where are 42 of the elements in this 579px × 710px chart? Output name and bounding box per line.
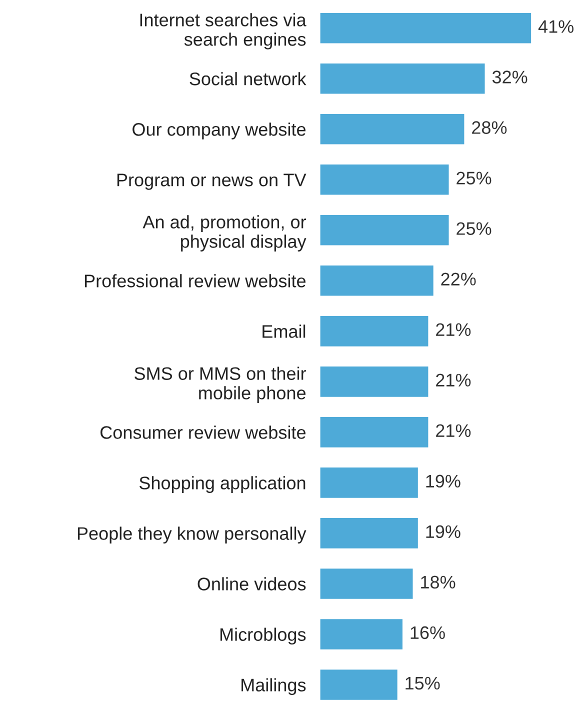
data-label: 21%	[436, 323, 471, 336]
y-tick-label: Email	[262, 324, 306, 338]
data-label: 21%	[436, 374, 471, 386]
y-tick-label: Professional review website	[85, 274, 306, 288]
bar	[320, 670, 398, 700]
bar	[320, 568, 413, 599]
bar	[320, 468, 418, 498]
bar	[320, 266, 434, 296]
data-label: 15%	[406, 676, 440, 690]
bar	[320, 619, 402, 650]
y-tick-label: Mailings	[242, 678, 306, 696]
bar	[320, 518, 418, 548]
data-label: 25%	[456, 222, 492, 235]
bar	[320, 417, 428, 448]
data-label: 41%	[538, 20, 574, 33]
y-tick-label: An ad, promotion, or physical display	[142, 215, 306, 252]
data-label: 22%	[441, 272, 476, 286]
y-tick-label: Program or news on TV	[117, 174, 306, 190]
y-tick-label: Online videos	[198, 577, 306, 590]
y-tick-label: Our company website	[132, 122, 306, 140]
bar	[320, 214, 449, 246]
bar	[320, 164, 449, 195]
y-tick-label: SMS or MMS on their mobile phone	[134, 366, 306, 403]
y-tick-label: Consumer review website	[100, 426, 306, 439]
data-label: 18%	[421, 576, 456, 589]
data-label: 16%	[410, 626, 445, 640]
data-label: 21%	[436, 424, 471, 437]
bar	[320, 316, 428, 346]
data-label: 25%	[456, 172, 492, 184]
y-tick-label: Microblogs	[220, 628, 306, 645]
bar	[320, 366, 428, 397]
data-label: 19%	[426, 525, 460, 538]
bar	[320, 63, 485, 94]
y-tick-label: People they know personally	[78, 526, 306, 544]
y-tick-label: Shopping application	[139, 476, 306, 493]
data-label: 28%	[472, 121, 507, 134]
data-label: 19%	[426, 474, 460, 488]
data-label: 32%	[492, 70, 528, 84]
y-tick-label: Social network	[190, 72, 306, 86]
bar	[320, 12, 532, 44]
y-tick-label: Internet searches via search engines	[140, 13, 306, 50]
bar	[320, 114, 464, 144]
